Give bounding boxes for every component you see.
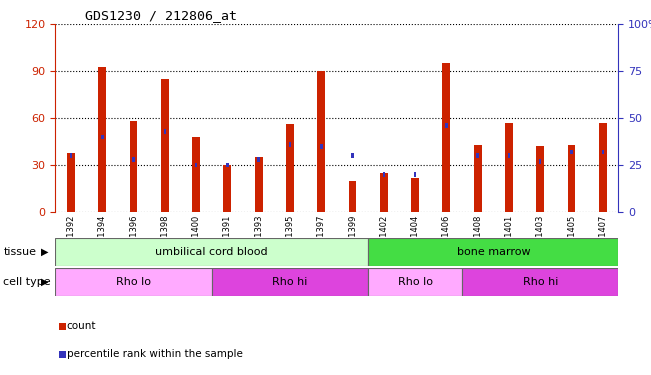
Bar [286,124,294,212]
Bar [570,150,573,154]
Text: count: count [67,321,96,331]
Bar [195,163,197,167]
Bar [320,144,322,148]
Bar [414,172,417,177]
Bar [212,268,368,296]
Bar [55,268,212,296]
Bar [474,145,482,212]
Text: ▶: ▶ [41,247,49,257]
Bar [383,172,385,177]
Text: Rho hi: Rho hi [523,277,558,287]
Bar [445,123,448,128]
Bar [352,153,353,158]
Bar [536,146,544,212]
Text: ▶: ▶ [41,277,49,287]
Text: Rho lo: Rho lo [116,277,151,287]
Bar [368,268,462,296]
Bar [226,163,229,167]
Text: tissue: tissue [3,247,36,257]
Bar [288,142,291,147]
Bar [223,165,231,212]
Bar [599,123,607,212]
Bar [505,123,513,212]
Bar [67,153,75,212]
Text: percentile rank within the sample: percentile rank within the sample [67,350,243,359]
Text: cell type: cell type [3,277,51,287]
Text: umbilical cord blood: umbilical cord blood [156,247,268,257]
Bar [255,157,262,212]
Text: bone marrow: bone marrow [456,247,530,257]
Bar [411,177,419,212]
Bar [477,153,479,158]
Bar [161,79,169,212]
Bar [257,157,260,162]
Text: Rho hi: Rho hi [272,277,308,287]
Bar [568,145,575,212]
Bar [55,238,368,266]
Bar [368,238,618,266]
Text: GDS1230 / 212806_at: GDS1230 / 212806_at [85,9,236,22]
Text: Rho lo: Rho lo [398,277,433,287]
Bar [349,181,357,212]
Bar [462,268,618,296]
Bar [317,71,325,212]
Bar [380,173,388,212]
Bar [508,153,510,158]
Bar [101,135,104,139]
Bar [192,137,200,212]
Bar [539,159,542,164]
Bar [70,153,72,158]
Bar [443,63,450,212]
Bar [98,67,106,212]
Bar [602,150,604,154]
Bar [132,157,135,162]
Bar [130,121,137,212]
Bar [163,129,166,134]
